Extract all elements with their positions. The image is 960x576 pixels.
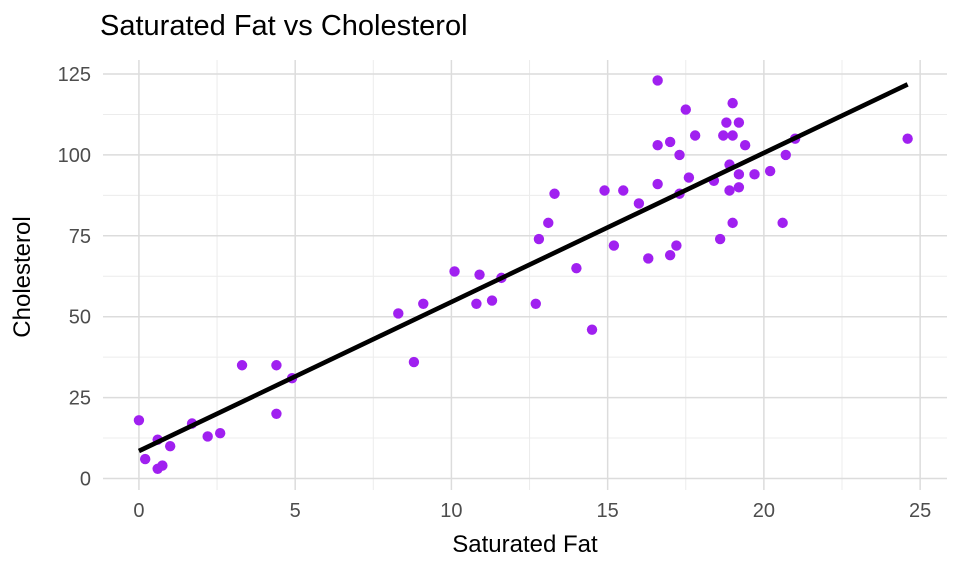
data-point: [549, 188, 560, 199]
data-point: [718, 130, 729, 141]
data-point: [271, 408, 282, 419]
data-point: [733, 169, 745, 180]
data-point: [727, 130, 738, 141]
chart-title: Saturated Fat vs Cholesterol: [100, 10, 468, 42]
data-point: [633, 198, 645, 209]
data-point: [724, 185, 735, 196]
data-point: [449, 266, 460, 277]
data-point: [902, 133, 913, 144]
x-tick-label: 10: [440, 500, 462, 522]
data-point: [764, 165, 776, 177]
x-axis-title: Saturated Fat: [452, 531, 598, 558]
data-point: [202, 431, 213, 442]
y-tick-label: 25: [69, 388, 91, 410]
data-point: [214, 428, 226, 439]
y-tick-label: 75: [69, 226, 91, 248]
data-point: [721, 117, 732, 128]
data-point: [739, 140, 751, 151]
data-point: [543, 217, 554, 229]
data-point: [683, 172, 695, 183]
data-point: [618, 185, 629, 196]
regression-line: [137, 82, 909, 454]
data-point: [780, 149, 791, 161]
data-point: [533, 233, 545, 245]
data-point: [664, 250, 676, 261]
data-point: [652, 140, 663, 151]
data-point: [271, 360, 282, 371]
y-tick-label: 0: [80, 469, 91, 491]
data-point: [777, 217, 788, 229]
data-point: [408, 356, 420, 368]
data-point: [608, 240, 620, 251]
data-point: [652, 75, 663, 86]
data-point: [733, 182, 745, 193]
data-point: [643, 253, 654, 264]
data-point: [418, 298, 429, 309]
data-point: [236, 360, 248, 371]
x-tick-label: 20: [753, 500, 775, 522]
data-point: [727, 217, 738, 229]
y-tick-label: 50: [69, 307, 91, 329]
y-tick-label: 125: [58, 64, 91, 86]
x-tick-label: 5: [290, 500, 301, 522]
data-point: [680, 104, 691, 115]
data-point: [664, 136, 676, 148]
x-tick-label: 25: [909, 500, 931, 522]
x-tick-label: 0: [133, 500, 144, 522]
data-point: [471, 298, 482, 309]
y-tick-label: 100: [58, 145, 91, 167]
data-point: [393, 308, 404, 319]
data-point: [486, 295, 498, 306]
data-point: [586, 324, 598, 335]
data-point: [571, 262, 582, 274]
data-point: [674, 149, 685, 161]
x-tick-label: 15: [597, 500, 619, 522]
data-point: [133, 415, 145, 426]
data-point: [733, 117, 745, 128]
data-point: [652, 178, 663, 190]
data-point: [164, 440, 176, 452]
data-point: [474, 269, 485, 280]
data-point: [727, 97, 738, 109]
data-point: [689, 130, 701, 141]
data-point: [714, 233, 726, 245]
y-axis-title: Cholesterol: [9, 216, 36, 338]
data-point: [671, 240, 682, 251]
data-point: [139, 453, 151, 465]
data-point: [749, 169, 760, 180]
data-point: [599, 185, 610, 196]
data-point: [530, 298, 541, 309]
data-point: [157, 460, 168, 471]
